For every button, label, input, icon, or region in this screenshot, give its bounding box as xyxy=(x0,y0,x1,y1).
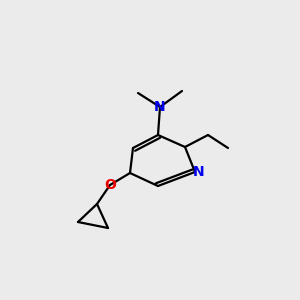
Text: O: O xyxy=(104,178,116,192)
Text: N: N xyxy=(154,100,166,114)
Text: N: N xyxy=(193,165,205,179)
